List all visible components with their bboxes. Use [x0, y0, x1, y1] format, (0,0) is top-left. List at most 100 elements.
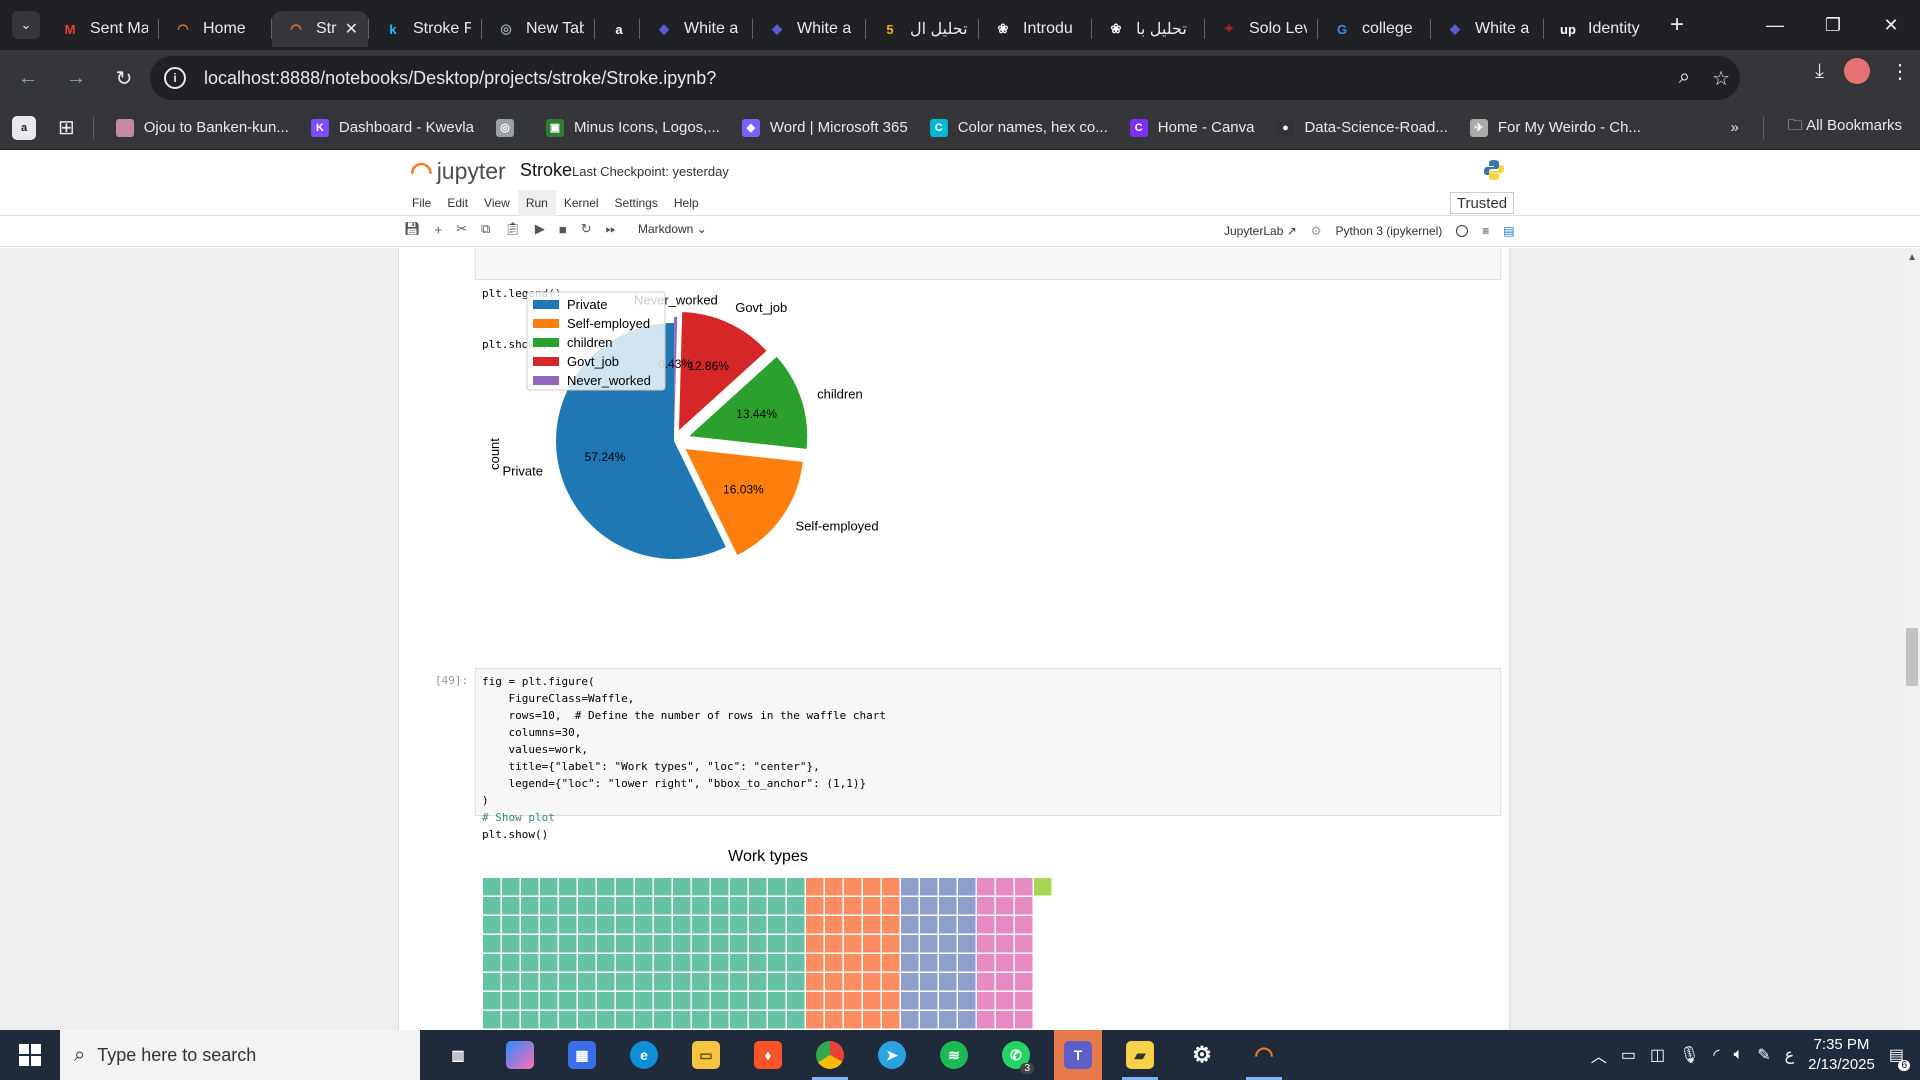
- notebook-icon[interactable]: ▤: [1503, 224, 1515, 238]
- teams-app-icon[interactable]: T: [1054, 1030, 1102, 1080]
- bookmark-item[interactable]: ▣ Minus Icons, Logos,...: [545, 118, 720, 137]
- chrome-app-icon[interactable]: [806, 1030, 854, 1080]
- add-cell-icon[interactable]: +: [434, 221, 443, 237]
- close-tab-icon[interactable]: ✕: [344, 21, 358, 38]
- menu-view[interactable]: View: [484, 196, 510, 210]
- settings-app-icon[interactable]: ⚙: [1192, 1042, 1212, 1067]
- copilot-app-icon[interactable]: [496, 1030, 544, 1080]
- scroll-up-icon[interactable]: ▲: [1907, 252, 1917, 263]
- save-icon[interactable]: 💾︎: [404, 221, 421, 236]
- profile-avatar[interactable]: [1844, 58, 1870, 84]
- browser-tab[interactable]: ❀ Introdu: [979, 11, 1091, 47]
- telegram-app-icon[interactable]: ➤: [868, 1030, 916, 1080]
- all-bookmarks-button[interactable]: 🗀 All Bookmarks: [1787, 117, 1902, 134]
- download-icon[interactable]: ⤓: [1815, 59, 1824, 82]
- browser-tab[interactable]: 5 تحليل ال: [866, 11, 978, 47]
- browser-tab[interactable]: M Sent Ma: [46, 11, 158, 47]
- windows-start-icon[interactable]: [0, 1030, 60, 1080]
- minimize-icon[interactable]: —: [1766, 14, 1784, 35]
- gear-icon[interactable]: ⚙: [1310, 224, 1322, 238]
- browser-menu-icon[interactable]: ⋮: [1890, 60, 1910, 83]
- bookmark-item[interactable]: ● Data-Science-Road...: [1276, 118, 1448, 137]
- brave-app-icon[interactable]: ♦: [744, 1030, 792, 1080]
- bookmark-item[interactable]: Ojou to Banken-kun...: [115, 118, 289, 137]
- tab-search-icon[interactable]: ⌄: [12, 11, 40, 39]
- back-icon[interactable]: ←: [18, 66, 38, 89]
- reload-icon[interactable]: ↻: [115, 67, 133, 90]
- restart-icon[interactable]: ↻: [580, 221, 592, 236]
- scroll-thumb[interactable]: [1906, 628, 1918, 686]
- browser-tab[interactable]: ◆ White a: [640, 11, 752, 47]
- bookmark-star-icon[interactable]: ☆: [1712, 67, 1730, 90]
- menu-kernel[interactable]: Kernel: [563, 196, 599, 210]
- store-app-icon[interactable]: ▦: [558, 1030, 606, 1080]
- clock[interactable]: 7:35 PM 2/13/2025: [1808, 1035, 1875, 1075]
- camera-icon[interactable]: ◫: [1649, 1047, 1666, 1064]
- browser-tab[interactable]: up Identity: [1544, 11, 1656, 47]
- url-text[interactable]: localhost:8888/notebooks/Desktop/project…: [204, 67, 717, 88]
- notification-icon[interactable]: ▤ 6: [1889, 1045, 1910, 1071]
- run-icon[interactable]: ▶: [534, 221, 545, 236]
- edge-app-icon[interactable]: e: [620, 1030, 668, 1080]
- new-tab-icon[interactable]: +: [1670, 11, 1685, 38]
- notebook-title[interactable]: Stroke: [520, 160, 573, 180]
- menu-edit[interactable]: Edit: [447, 196, 469, 210]
- menu-file[interactable]: File: [412, 196, 432, 210]
- pen-icon[interactable]: ✎: [1757, 1047, 1771, 1064]
- jupyter-logo[interactable]: ◠ jupyter: [410, 156, 506, 187]
- kernel-name[interactable]: Python 3 (ipykernel): [1335, 224, 1443, 238]
- microphone-icon[interactable]: 🎙︎: [1679, 1047, 1700, 1064]
- bookmarks-overflow-icon[interactable]: »: [1730, 119, 1739, 136]
- zoom-icon[interactable]: ⌕: [1678, 65, 1691, 88]
- bookmark-item[interactable]: K Dashboard - Kwevla: [310, 118, 474, 137]
- run-all-icon[interactable]: ⏩︎: [605, 221, 616, 236]
- language-indicator[interactable]: ع: [1784, 1047, 1795, 1064]
- cell-type-select[interactable]: Markdown ⌄: [638, 222, 707, 236]
- task-view-icon[interactable]: ▥: [451, 1046, 465, 1063]
- jupyterlab-link[interactable]: JupyterLab ↗: [1224, 224, 1297, 238]
- battery-icon[interactable]: ▭: [1620, 1047, 1636, 1064]
- forward-icon[interactable]: →: [66, 66, 86, 89]
- bookmark-item[interactable]: ◎: [495, 118, 524, 137]
- file-explorer-icon[interactable]: ▭: [682, 1030, 730, 1080]
- code-cell-prev[interactable]: plt.legend() plt.show(): [475, 248, 1501, 351]
- browser-tab[interactable]: a: [595, 11, 639, 47]
- copy-icon[interactable]: ⧉: [481, 221, 491, 236]
- trusted-indicator[interactable]: Trusted: [1450, 192, 1514, 214]
- bookmark-item[interactable]: C Color names, hex co...: [929, 118, 1108, 137]
- restore-icon[interactable]: ❐: [1824, 14, 1842, 35]
- stop-icon[interactable]: ■: [558, 221, 567, 237]
- page-scrollbar[interactable]: ▲: [1904, 248, 1920, 1030]
- browser-tab[interactable]: ◎ New Tab: [482, 11, 594, 47]
- code-cell-49[interactable]: fig = plt.figure( FigureClass=Waffle, ro…: [475, 668, 1501, 841]
- bookmark-item[interactable]: ◆ Word | Microsoft 365: [741, 118, 908, 137]
- menu-help[interactable]: Help: [673, 196, 699, 210]
- site-info-icon[interactable]: i: [164, 67, 186, 89]
- close-window-icon[interactable]: ✕: [1883, 14, 1899, 35]
- browser-tab[interactable]: ◆ White a: [1431, 11, 1543, 47]
- taskbar-search[interactable]: ⌕ Type here to search: [60, 1030, 420, 1080]
- jupyter-app-icon[interactable]: ◠: [1240, 1030, 1288, 1080]
- browser-tab[interactable]: ◠ Stro ✕: [272, 11, 368, 47]
- wifi-icon[interactable]: ◜: [1713, 1047, 1720, 1064]
- browser-tab[interactable]: ◠ Home: [159, 11, 271, 47]
- apps-grid-icon[interactable]: ⊞: [58, 117, 75, 139]
- tray-overflow-icon[interactable]: ︿: [1590, 1049, 1607, 1066]
- sticky-notes-icon[interactable]: ▰: [1116, 1030, 1164, 1080]
- cut-icon[interactable]: ✂: [456, 221, 468, 236]
- volume-icon[interactable]: 🔈︎: [1733, 1046, 1744, 1063]
- browser-tab[interactable]: ◆ White a: [753, 11, 865, 47]
- browser-tab[interactable]: k Stroke F: [369, 11, 481, 47]
- browser-tab[interactable]: ✦ Solo Lev: [1205, 11, 1317, 47]
- menu-settings[interactable]: Settings: [614, 196, 658, 210]
- menu-run[interactable]: Run: [517, 190, 556, 216]
- list-icon[interactable]: ≡: [1482, 224, 1490, 238]
- bookmark-item[interactable]: C Home - Canva: [1129, 118, 1254, 137]
- paste-icon[interactable]: 📋︎: [504, 221, 521, 236]
- whatsapp-app-icon[interactable]: ✆ 3: [992, 1030, 1040, 1080]
- browser-tab[interactable]: ❀ تحليل با: [1092, 11, 1204, 47]
- address-bar[interactable]: i localhost:8888/notebooks/Desktop/proje…: [150, 56, 1740, 100]
- amazon-app-icon[interactable]: a: [12, 115, 36, 140]
- bookmark-item[interactable]: ✈ For My Weirdo - Ch...: [1469, 118, 1641, 137]
